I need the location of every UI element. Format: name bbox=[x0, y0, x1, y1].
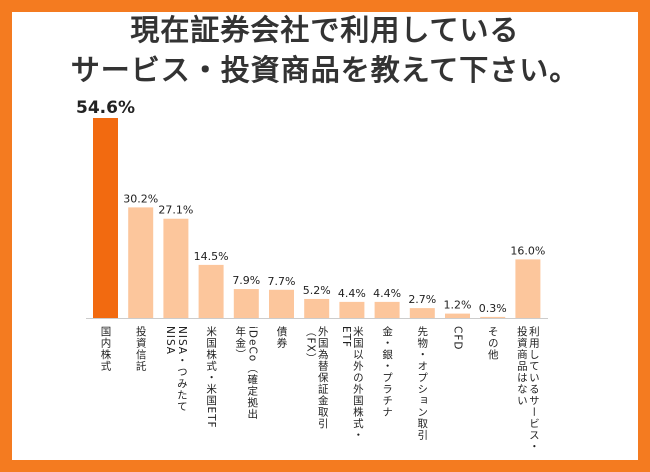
category-label-2-1: NISA bbox=[164, 326, 176, 355]
data-label-9: 2.7% bbox=[408, 293, 436, 306]
bar-12 bbox=[515, 259, 541, 318]
data-label-11: 0.3% bbox=[479, 302, 507, 315]
bar-11 bbox=[480, 316, 506, 318]
bar-2 bbox=[163, 218, 189, 318]
bar-3 bbox=[198, 264, 224, 318]
bar-1 bbox=[128, 207, 154, 318]
category-label-11-0: その他 bbox=[487, 326, 499, 361]
bar-7 bbox=[339, 301, 365, 318]
bar-10 bbox=[445, 313, 470, 318]
bar-9 bbox=[409, 308, 435, 318]
category-label-10-0: CFD bbox=[452, 326, 464, 350]
category-label-4-1: 年金） bbox=[234, 325, 246, 360]
category-label-2-0: NISA・つみたて bbox=[176, 326, 188, 413]
category-label-5-0: 債券 bbox=[276, 325, 288, 349]
category-label-7-0: 米国以外の外国株式・ bbox=[352, 325, 364, 441]
chart-title-line-1: 現在証券会社で利用している bbox=[130, 13, 520, 47]
data-label-3: 14.5% bbox=[194, 250, 229, 263]
category-label-9-0: 先物・オプション取引 bbox=[416, 326, 428, 441]
bar-8 bbox=[374, 301, 400, 318]
bar-6 bbox=[304, 298, 330, 318]
category-label-12-0: 利用しているサービス・ bbox=[528, 326, 540, 453]
data-label-6: 5.2% bbox=[303, 284, 331, 297]
category-label-7-1: ETF bbox=[340, 326, 352, 348]
category-label-6-1: （FX） bbox=[305, 326, 317, 364]
category-label-12-1: 投資商品はない bbox=[516, 325, 528, 406]
category-label-4-0: iDeCo（確定拠出 bbox=[246, 326, 258, 420]
bar-4 bbox=[233, 289, 259, 318]
data-label-12: 16.0% bbox=[510, 244, 545, 257]
data-label-5: 7.7% bbox=[268, 275, 296, 288]
bar-0 bbox=[93, 118, 118, 318]
data-label-10: 1.2% bbox=[444, 299, 472, 312]
bar-5 bbox=[269, 289, 294, 318]
category-label-3-0: 米国株式・米国ETF bbox=[205, 325, 217, 428]
data-label-1: 30.2% bbox=[123, 192, 158, 205]
chart-title-line-2: サービス・投資商品を教えて下さい。 bbox=[70, 53, 580, 87]
category-label-1-0: 投資信託 bbox=[135, 325, 147, 372]
data-label-2: 27.1% bbox=[158, 204, 193, 217]
category-label-8-0: 金・銀・プラチナ bbox=[381, 325, 393, 418]
data-label-0: 54.6% bbox=[76, 98, 135, 118]
data-label-4: 7.9% bbox=[232, 274, 260, 287]
category-label-6-0: 外国為替保証金取引 bbox=[317, 326, 329, 430]
category-label-0-0: 国内株式 bbox=[100, 326, 112, 372]
data-label-8: 4.4% bbox=[373, 287, 401, 300]
data-label-7: 4.4% bbox=[338, 287, 366, 300]
